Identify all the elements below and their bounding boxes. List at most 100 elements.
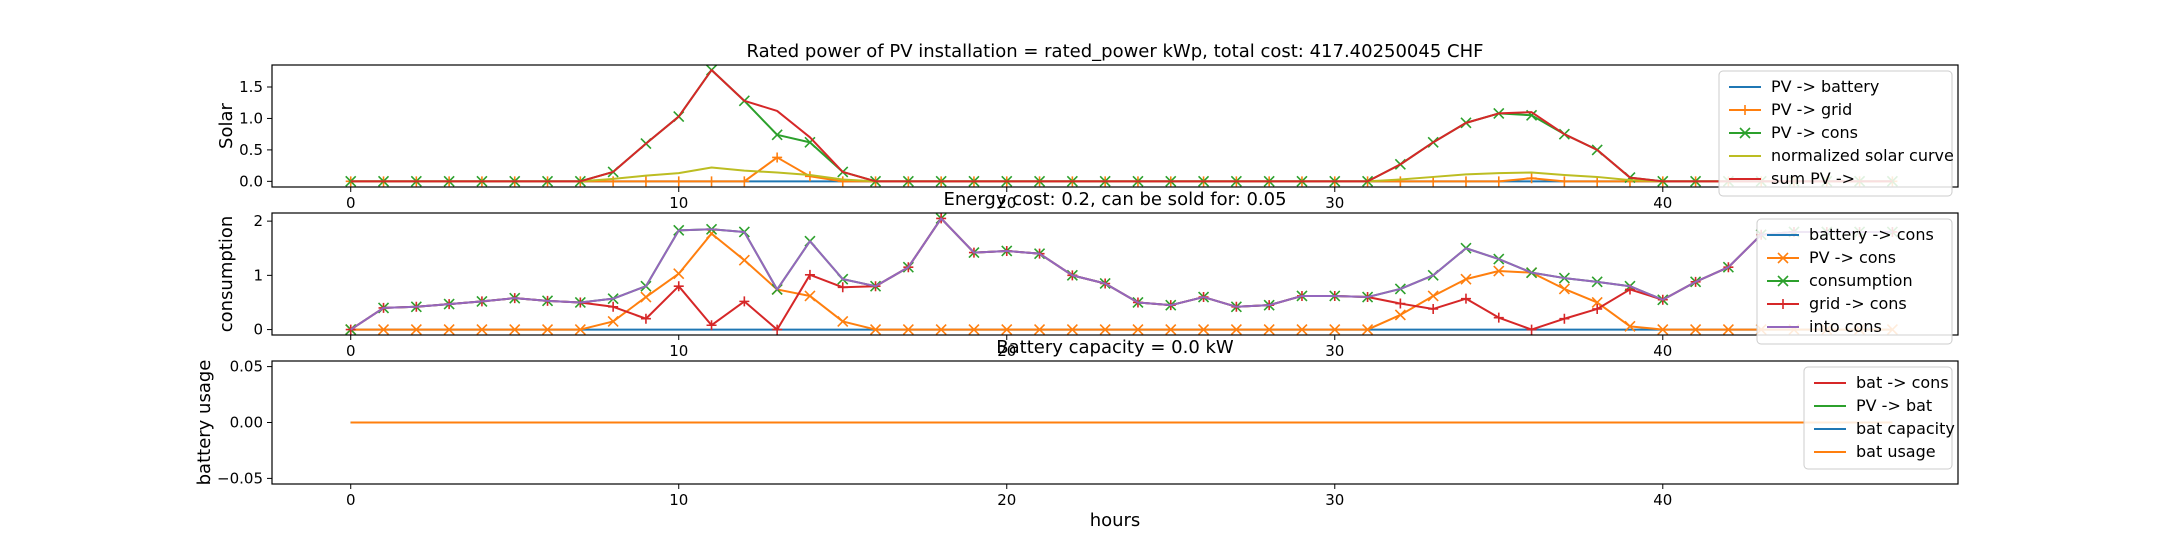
data-point-pv-grid <box>1395 176 1406 187</box>
data-point-pv-cons <box>410 324 422 335</box>
y-tick-label: −0.05 <box>217 469 263 487</box>
data-point-pv-cons <box>1624 320 1636 332</box>
data-point-pv-cons <box>771 129 783 141</box>
chart-title: Rated power of PV installation = rated_p… <box>747 41 1484 62</box>
legend-label: normalized solar curve <box>1771 146 1954 165</box>
data-point-pv-grid <box>1493 176 1504 187</box>
data-point-pv-cons <box>1001 324 1013 335</box>
data-point-pv-cons <box>1263 324 1275 335</box>
data-point-pv-cons <box>1427 290 1439 302</box>
legend-label: consumption <box>1809 271 1913 290</box>
data-point-pv-cons <box>1165 324 1177 335</box>
legend: PV -> battery PV -> grid PV -> cons normali… <box>1718 70 1954 197</box>
x-axis-label: hours <box>1090 510 1141 531</box>
x-tick-label: 40 <box>1653 342 1672 360</box>
legend-label: into cons <box>1809 317 1882 336</box>
legend-label: PV -> grid <box>1771 100 1852 119</box>
legend-box <box>1718 70 1953 197</box>
legend: battery -> cons PV -> cons consumption grid… <box>1756 218 1953 345</box>
legend-label: bat -> cons <box>1856 373 1949 392</box>
x-tick-label: 0 <box>346 491 356 509</box>
series-line-pv-grid <box>350 156 1893 183</box>
legend-label: PV -> cons <box>1771 123 1858 142</box>
x-tick-label: 30 <box>1325 491 1344 509</box>
data-point-grid-cons <box>739 296 750 307</box>
data-point-pv-grid <box>1460 176 1471 187</box>
data-point-pv-cons <box>869 324 882 335</box>
x-tick-label: 10 <box>669 491 688 509</box>
legend-label: PV -> battery <box>1771 77 1879 96</box>
data-point-pv-cons <box>1657 324 1669 335</box>
legend-label: PV -> cons <box>1809 248 1896 267</box>
data-point-pv-cons <box>804 136 816 148</box>
data-point-pv-cons <box>1394 309 1406 321</box>
data-point-pv-grid <box>706 176 717 187</box>
data-point-pv-grid <box>772 152 783 163</box>
y-tick-label: 0.05 <box>230 358 263 376</box>
data-point-pv-cons <box>673 268 685 280</box>
y-tick-label: 1.5 <box>239 78 263 96</box>
x-tick-label: 20 <box>997 491 1016 509</box>
series-line-pv-cons <box>350 69 1893 183</box>
legend-box <box>1803 366 1953 470</box>
series-line-grid-cons <box>350 217 1893 331</box>
x-tick-label: 30 <box>1325 342 1344 360</box>
data-point-grid-cons <box>1559 313 1570 324</box>
data-point-pv-cons <box>377 324 390 335</box>
data-point-pv-cons <box>837 315 849 328</box>
data-point-grid-cons <box>1428 303 1439 314</box>
legend-label: PV -> bat <box>1856 396 1932 415</box>
data-point-pv-cons <box>935 324 947 335</box>
data-point-grid-cons <box>772 324 783 335</box>
data-point-pv-cons <box>509 324 521 335</box>
data-point-pv-cons <box>574 324 586 335</box>
data-point-pv-cons <box>1132 324 1144 335</box>
chart-title: Battery capacity = 0.0 kW <box>996 337 1234 358</box>
data-point-pv-grid <box>837 176 848 187</box>
y-tick-label: 1 <box>253 266 263 284</box>
data-point-pv-grid <box>1592 176 1603 187</box>
legend-label: grid -> cons <box>1809 294 1907 313</box>
x-tick-label: 40 <box>1653 491 1672 509</box>
series-line-into-cons <box>350 217 1893 331</box>
chart-panel-2: Energy cost: 0.2, can be sold for: 0.05 0… <box>216 189 1959 360</box>
axes-frame <box>271 212 1959 336</box>
legend-marker <box>1739 127 1751 139</box>
y-axis-label: consumption <box>216 216 237 333</box>
legend-label: battery -> cons <box>1809 225 1934 244</box>
data-point-grid-cons <box>804 269 815 280</box>
data-point-pv-cons <box>804 290 816 302</box>
data-point-grid-cons <box>1526 324 1537 335</box>
data-point-grid-cons <box>706 320 717 331</box>
y-axis-label: Solar <box>216 102 237 148</box>
data-point-pv-cons <box>1690 324 1702 335</box>
data-point-pv-cons <box>738 254 750 266</box>
legend: bat -> cons PV -> bat bat capacity bat usag… <box>1803 366 1955 470</box>
data-point-pv-cons <box>1329 324 1341 335</box>
data-point-pv-cons <box>1066 324 1078 335</box>
data-point-pv-cons <box>1460 273 1472 285</box>
data-point-pv-cons <box>1033 324 1046 335</box>
x-tick-label: 10 <box>669 194 688 212</box>
data-point-pv-cons <box>968 324 980 335</box>
legend-marker <box>1740 105 1750 115</box>
chart-panel-1: Rated power of PV installation = rated_p… <box>216 41 1959 212</box>
y-tick-label: 0 <box>253 321 263 339</box>
data-point-pv-grid <box>640 176 651 187</box>
data-point-grid-cons <box>1395 298 1406 309</box>
data-point-grid-cons <box>640 313 651 324</box>
legend-label: sum PV -> <box>1771 169 1855 188</box>
data-point-pv-cons <box>541 324 554 335</box>
legend-box <box>1756 218 1953 345</box>
data-point-pv-cons <box>1230 324 1242 335</box>
data-point-pv-cons <box>476 324 488 335</box>
data-point-pv-cons <box>1099 324 1111 335</box>
data-point-pv-cons <box>1296 324 1308 335</box>
data-point-pv-grid <box>1428 176 1439 187</box>
y-tick-label: 1.0 <box>239 109 263 127</box>
y-tick-label: 2 <box>253 212 263 230</box>
data-point-pv-grid <box>739 176 750 187</box>
data-point-pv-cons <box>1558 283 1570 295</box>
plot-area <box>345 213 1898 335</box>
